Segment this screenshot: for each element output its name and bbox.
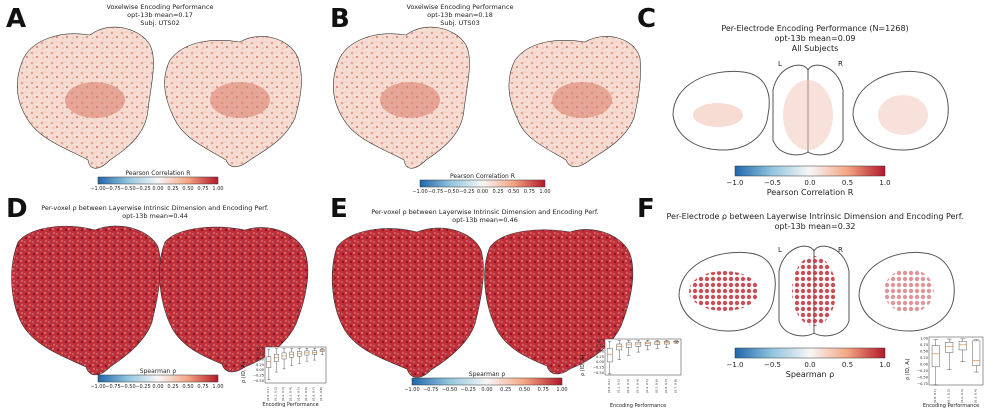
inset-xtick-label: [0.6, 0.7) <box>312 387 316 401</box>
inset-xtick-label: [0.0, 0.1) <box>607 379 611 393</box>
inset-xtick-label: [0.5, 0.6) <box>654 379 658 393</box>
inset-e-xlabel: Encoding Performance <box>609 403 667 409</box>
colorbar-c-label: Pearson Correlation R <box>766 188 854 197</box>
colorbar-b-label: Pearson Correlation R <box>450 173 515 180</box>
glass-brain-f <box>678 245 955 337</box>
inset-ytick-label: 0.50 <box>596 349 605 353</box>
panel-f-title: Per-Electrode ρ between Layerwise Intrin… <box>666 212 964 231</box>
colorbar-f-label: Spearman ρ <box>785 370 835 379</box>
inset-ytick-label: −0.25 <box>253 374 264 378</box>
inset-ytick-label: 1.00 <box>256 346 265 350</box>
inset-xtick-label: [0.2, 0.3) <box>281 387 285 401</box>
colorbar-a-ticks: −1.00 −0.75 −0.50 −0.25 0.00 0.25 0.50 0.75 1.00 <box>90 186 224 192</box>
inset-ytick-label: 0.00 <box>596 360 605 364</box>
inset-ytick-label: 0.50 <box>256 357 265 361</box>
panel-e-title: Per-voxel ρ between Layerwise Intrinsic … <box>371 208 599 224</box>
panel-letter-d: D <box>6 194 28 224</box>
glass-brain-c <box>672 64 949 156</box>
inset-xtick-label: [0.0, 0.1) <box>266 387 270 401</box>
panel-letter-f: F <box>637 194 655 224</box>
box-iqr <box>958 341 967 351</box>
inset-xtick-label: [0.3, 0.4) <box>635 379 639 393</box>
colorbar-f-ticks: −1.0 −0.5 0.0 0.5 1.0 <box>726 361 891 369</box>
inset-ytick-label: −0.50 <box>253 379 265 383</box>
inset-xtick-label: [0.4, 0.5) <box>296 387 300 401</box>
inset-xtick-label: [0.1, 0.2) <box>616 379 620 393</box>
inset-xtick-label: [0.7, 0.8) <box>673 379 677 393</box>
panel-a-title: Voxelwise Encoding Performance opt-13b me… <box>106 3 214 27</box>
inset-ytick-label: 0.75 <box>256 352 264 356</box>
inset-ytick-label: 0.25 <box>920 356 928 360</box>
panel-b-title: Voxelwise Encoding Performance opt-13b me… <box>406 3 514 27</box>
boxplot-inset-d: 1.00 0.750.50 0.250.00 −0.25−0.50[0.0, 0.1)… <box>253 346 327 401</box>
colorbar-f <box>734 347 886 359</box>
flatmap-d <box>11 225 309 376</box>
colorbar-b <box>419 179 546 188</box>
inset-f-xlabel: Encoding Performance <box>922 403 980 409</box>
colorbar-e-ticks: −1.00 −0.75 −0.50 −0.25 0.00 0.25 0.50 0.75 1.00 <box>404 387 568 393</box>
inset-xtick-label: [0.6, 0.7) <box>664 379 668 393</box>
colorbar-c <box>734 165 886 177</box>
inset-d-ylabel: ρ (ID, Aᵢ) <box>241 361 247 383</box>
inset-ytick-label: 0.00 <box>920 363 929 367</box>
colorbar-e-label: Spearman ρ <box>468 371 506 378</box>
colorbar-a <box>97 176 219 185</box>
panel-letter-a: A <box>6 4 27 34</box>
inset-d-xlabel: Encoding Performance <box>262 402 319 408</box>
box-iqr <box>606 348 613 363</box>
colorbar-e <box>411 377 563 386</box>
colorbar-d <box>97 374 219 383</box>
inset-ytick-label: 0.50 <box>920 350 929 354</box>
glass-brain-c-left-marker: L <box>778 60 782 68</box>
inset-ytick-label: 0.75 <box>596 344 604 348</box>
inset-f-ylabel: ρ (ID, Aᵢ) <box>905 358 911 380</box>
box-iqr <box>972 340 981 366</box>
inset-xtick-label: [0.4, 0.5) <box>645 379 649 393</box>
inset-xtick-label: [0.3, 0.4) <box>289 387 293 401</box>
colorbar-d-label: Spearman ρ <box>139 368 177 375</box>
flatmap-e <box>331 227 634 378</box>
flatmap-b <box>333 26 641 169</box>
inset-ytick-label: −0.75 <box>917 382 928 386</box>
glass-brain-f-right-marker: R <box>838 246 843 254</box>
box-iqr <box>931 345 940 368</box>
glass-brain-f-left-marker: L <box>778 246 782 254</box>
flatmap-a <box>17 26 302 169</box>
inset-xtick-label: [0.5, 0.6) <box>304 387 308 401</box>
inset-xtick-label: [0.2, 0.3) <box>960 389 964 403</box>
inset-ytick-label: 0.25 <box>596 355 604 359</box>
colorbar-b-ticks: −1.00 −0.75 −0.50 −0.25 0.00 0.25 0.50 0.75 1.00 <box>412 189 551 195</box>
panel-letter-b: B <box>330 4 350 34</box>
panel-letter-e: E <box>330 194 348 224</box>
box-iqr <box>266 356 272 368</box>
inset-ytick-label: −0.25 <box>593 366 604 370</box>
boxplot-inset-f: 1.00 0.75 0.50 0.25 0.00 −0.25 −0.50 −0.75 [0.0,… <box>917 337 984 403</box>
panel-c-title: Per-Electrode Encoding Performance (N=12… <box>721 24 909 53</box>
inset-ytick-label: −0.50 <box>917 376 929 380</box>
inset-xtick-label: [0.7, 0.8) <box>319 387 323 401</box>
panel-d-title: Per-voxel ρ between Layerwise Intrinsic … <box>41 204 269 220</box>
inset-ytick-label: 1.00 <box>920 337 929 341</box>
glass-brain-c-right-marker: R <box>838 60 843 68</box>
inset-ytick-label: −0.25 <box>917 369 928 373</box>
inset-e-ylabel: ρ (ID, Aᵢ) <box>580 354 586 376</box>
box-iqr <box>945 341 954 353</box>
inset-ytick-label: 0.75 <box>920 343 928 347</box>
colorbar-d-ticks: −1.00 −0.75 −0.50 −0.25 0.00 0.25 0.50 0.75 1.00 <box>90 384 224 390</box>
inset-ytick-label: 1.00 <box>596 338 605 342</box>
inset-frame <box>604 338 682 376</box>
inset-ytick-label: −0.50 <box>593 371 605 375</box>
panel-letter-c: C <box>637 4 657 34</box>
colorbar-c-ticks: −1.0 −0.5 0.0 0.5 1.0 <box>726 179 891 187</box>
inset-xtick-label: [0.3, 0.4) <box>973 389 977 403</box>
inset-xtick-label: [0.0, 0.1) <box>933 389 937 403</box>
inset-ytick-label: 0.00 <box>256 368 265 372</box>
inset-ytick-label: 0.25 <box>256 363 264 367</box>
inset-xtick-label: [0.1, 0.2) <box>273 387 277 401</box>
boxplot-inset-e: 1.00 0.750.50 0.250.00 −0.25−0.50[0.0, 0.1)… <box>593 338 682 393</box>
inset-xtick-label: [0.2, 0.3) <box>626 379 630 393</box>
inset-xtick-label: [0.1, 0.2) <box>946 389 950 403</box>
colorbar-a-label: Pearson Correlation R <box>125 170 191 177</box>
